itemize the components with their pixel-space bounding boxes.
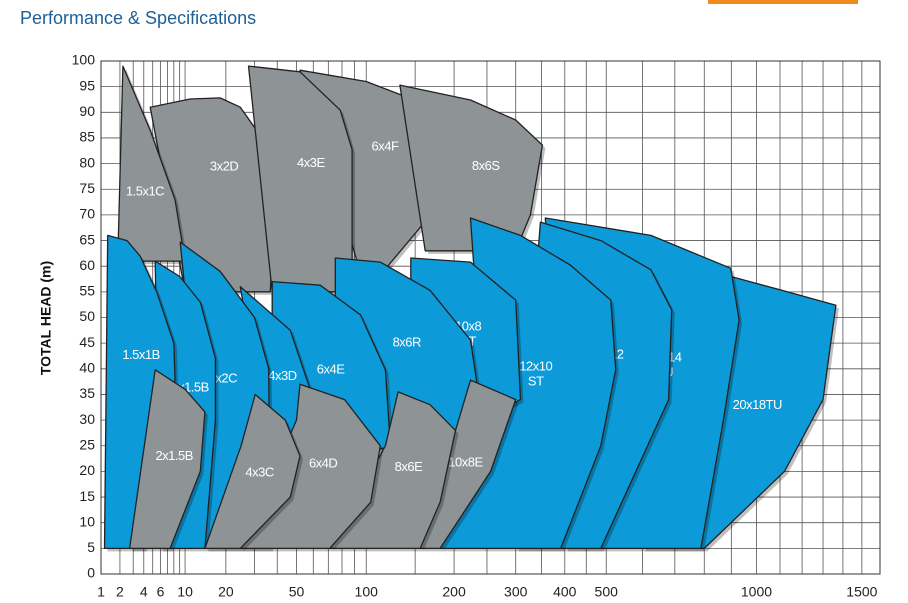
- region-label: 4x3E: [297, 155, 325, 170]
- region-label: 4x3D: [268, 368, 296, 383]
- region-label: 20x18TU: [733, 397, 782, 412]
- region-label: 1.5x1B: [122, 347, 159, 362]
- region: [128, 369, 206, 550]
- region-label: 8x6E: [395, 459, 423, 474]
- y-tick-label: 45: [79, 334, 95, 350]
- region-label: 6x4E: [317, 361, 345, 376]
- y-tick-label: 20: [79, 462, 95, 478]
- y-tick-label: 10: [79, 513, 95, 529]
- y-tick-label: 30: [79, 411, 95, 427]
- y-tick-label: 55: [79, 283, 95, 299]
- x-tick-label: 1000: [741, 584, 772, 600]
- x-tick-label: 1: [97, 584, 105, 600]
- region-label: ST: [528, 373, 544, 388]
- region-label: 10x8E: [448, 454, 483, 469]
- region-label: 8x6S: [472, 158, 500, 173]
- region-label: 6x4D: [309, 456, 337, 471]
- x-tick-label: 200: [442, 584, 466, 600]
- y-tick-label: 25: [79, 436, 95, 452]
- region-label: 12x10: [519, 358, 552, 373]
- y-tick-label: 75: [79, 180, 95, 196]
- y-tick-label: 95: [79, 77, 95, 93]
- region-label: 8x6R: [393, 334, 421, 349]
- regions: 6x4F8x6S3x2D4x3E1.5x1C20x18TU16x14TU14x1…: [103, 65, 839, 552]
- region-label: 1.5x1C: [126, 184, 164, 199]
- y-tick-label: 85: [79, 129, 95, 145]
- x-tick-label: 50: [289, 584, 305, 600]
- x-tick-label: 6: [157, 584, 165, 600]
- x-tick-label: 20: [218, 584, 234, 600]
- y-tick-label: 50: [79, 308, 95, 324]
- y-tick-label: 40: [79, 360, 95, 376]
- y-tick-label: 35: [79, 385, 95, 401]
- axes: 0 5 10 15 20 25 30 35 40 45 50 55 60 65 70 75 80 85 90 95 10…: [72, 52, 878, 600]
- x-tick-label: 400: [553, 584, 577, 600]
- region-label: 6x4F: [372, 139, 399, 154]
- y-tick-label: 80: [79, 154, 95, 170]
- region: [399, 84, 544, 252]
- y-tick-label: 0: [87, 565, 95, 581]
- x-tick-label: 1500: [846, 584, 877, 600]
- y-tick-label: 5: [87, 539, 95, 555]
- y-tick-label: 90: [79, 103, 95, 119]
- x-tick-label: 4: [140, 584, 148, 600]
- y-tick-label: 15: [79, 488, 95, 504]
- x-tick-label: 500: [595, 584, 619, 600]
- x-tick-label: 10: [177, 584, 193, 600]
- x-tick-label: 2: [116, 584, 124, 600]
- region: [204, 393, 301, 550]
- y-tick-label: 70: [79, 206, 95, 222]
- y-tick-label: 60: [79, 257, 95, 273]
- x-tick-label: 300: [504, 584, 528, 600]
- plot-frame: [100, 60, 881, 575]
- region-label: 2x1.5B: [155, 448, 192, 463]
- header-bar: [708, 0, 858, 4]
- region-label: 3x2D: [210, 159, 238, 174]
- x-tick-label: 100: [355, 584, 379, 600]
- y-axis-label: TOTAL HEAD (m): [38, 261, 54, 375]
- chart-title: Performance & Specifications: [20, 8, 256, 28]
- region-label: 4x3C: [245, 464, 273, 479]
- y-tick-label: 65: [79, 231, 95, 247]
- y-tick-label: 100: [72, 52, 96, 68]
